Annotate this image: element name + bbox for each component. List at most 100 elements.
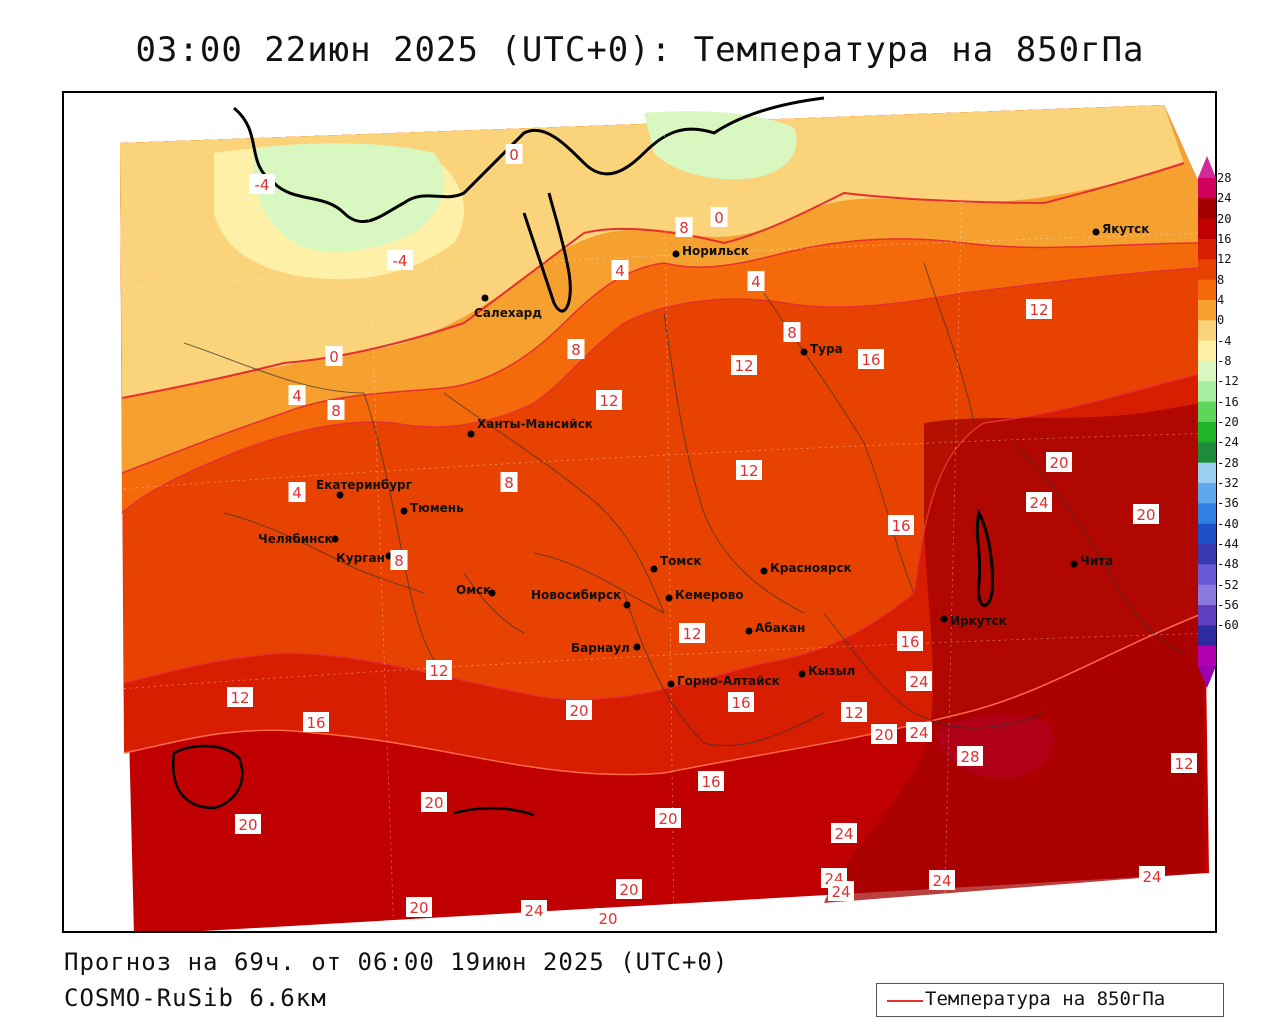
colorbar-tick-label: -48 [1217,557,1239,572]
colorbar-swatch [1198,544,1216,565]
city-label: Норильск [682,244,749,258]
isotherm-label: 20 [238,816,257,834]
isotherm-label-bg [567,339,585,359]
city-label: Омск [456,583,491,597]
city-tomsk: Томск [650,554,702,573]
city-label: Салехард [474,306,542,320]
city-label: Новосибирск [531,588,621,602]
isotherm-labels: 0 0 -4 -4 4 0 4 8 8 4 8 4 8 12 12 8 12 16 12 8 12 12 16 20 24 20 1… [227,144,1197,928]
isotherm-label: 8 [571,341,581,359]
colorbar-tick-label: 16 [1217,232,1232,246]
isotherm-label: 28 [960,748,979,766]
colorbar-tick-label: -8 [1217,354,1232,368]
isotherm-label-bg [390,550,408,570]
isotherm-label-bg [500,472,518,492]
colorbar-tick-label: -16 [1217,394,1239,409]
isotherm-label: 16 [900,633,919,651]
city-label: Тюмень [410,501,464,515]
city-kemerovo: Кемерово [665,588,744,602]
balkhash-lake [453,806,535,817]
city-khanty-mansiysk: Ханты-Мансийск [467,417,593,438]
isotherm-label-bg [426,660,452,680]
colorbar-swatch [1198,218,1216,240]
city-label: Кызыл [808,664,855,678]
map-title: 03:00 22июн 2025 (UTC+0): Температура на… [135,30,1145,70]
isotherm-label-bg [929,870,955,890]
colorbar-tick-label: -4 [1217,333,1232,348]
isotherm-label: 20 [598,910,617,928]
city-chita: Чита [1070,554,1113,568]
colorbar-tick-label: 0 [1217,313,1225,328]
isotherm-label-bg [521,900,547,920]
isotherm-label-bg [698,771,724,791]
isotherm-label-bg [325,346,343,366]
colorbar-tick-label: -24 [1217,435,1239,450]
colorbar-swatch [1198,503,1216,525]
isotherm-label-bg [897,631,923,651]
city-yakutsk: Якутск [1092,222,1149,236]
isotherm-label-bg [679,623,705,643]
city-label: Иркутск [950,614,1007,628]
city-yekaterinburg: Екатеринбург [316,478,412,499]
colorbar-swatch [1198,279,1216,301]
city-abakan: Абакан [745,621,805,635]
city-salekhard: Салехард [474,294,542,320]
isotherm-label: 12 [734,357,753,375]
city-chelyabinsk: Челябинск [258,532,339,546]
colorbar-swatch [1198,605,1216,626]
isotherm-label: 24 [932,872,951,890]
colorbar-swatch [1198,645,1216,667]
legend-line-swatch [887,1000,923,1002]
isotherm-label: 16 [701,773,720,791]
city-norilsk: Норильск [672,244,749,258]
isotherm-label: 12 [682,625,701,643]
isotherm-label-bg [1139,866,1165,886]
city-label: Томск [660,554,702,568]
city-tura: Тура [800,342,843,356]
colorbar-tick-label: 28 [1217,171,1232,185]
isotherm-label: -4 [393,252,408,270]
city-label: Якутск [1102,222,1149,236]
isotherm-label: 12 [739,462,758,480]
isotherm-label-bg [1026,299,1052,319]
city-label: Горно-Алтайск [677,674,780,688]
isotherm-label-bg [387,250,413,270]
colorbar-scale [1198,156,1216,688]
colorbar-tick-label: -56 [1217,598,1239,612]
colorbar-swatch [1198,442,1216,464]
colorbar-tick-label: 24 [1217,191,1232,206]
colorbar-swatch [1198,340,1216,362]
isotherm-label-bg [871,724,897,744]
colorbar-tick-label: -20 [1217,415,1239,429]
isotherm-label: 20 [424,794,443,812]
colorbar-swatch [1198,584,1216,606]
model-info: COSMO-RuSib 6.6км [64,984,327,1012]
isotherm-label-bg [888,515,914,535]
city-krasnoyarsk: Красноярск [760,561,852,575]
isotherm-label-bg [906,722,932,742]
colorbar-tick-label: -28 [1217,455,1239,470]
colorbar-swatch [1198,320,1216,342]
isotherm-label: 16 [306,714,325,732]
colorbar-swatch [1198,422,1216,443]
colorbar-bottom-arrow [1198,666,1216,688]
isotherm-label: 12 [230,689,249,707]
colorbar-tick-label: -44 [1217,537,1239,551]
isotherm-0 [121,162,1185,399]
isotherm-label-bg [303,712,329,732]
colorbar-swatch [1198,198,1216,220]
city-gorno-altaysk: Горно-Алтайск [667,674,780,688]
city-novosibirsk: Новосибирск [531,588,631,609]
colorbar-swatch [1198,361,1216,382]
isotherm-label-bg [1171,753,1197,773]
isotherm-label-bg [747,271,765,291]
isotherm-12 [123,372,1203,701]
colorbar-swatch [1198,300,1216,321]
isotherm-label-bg [906,671,932,691]
colorbar-swatch [1198,523,1216,545]
isotherm-label-bg [596,390,622,410]
isotherm-label: 12 [844,704,863,722]
city-label: Тура [810,342,843,356]
isotherm-label-bg [731,355,757,375]
isotherm-label: 8 [679,219,689,237]
